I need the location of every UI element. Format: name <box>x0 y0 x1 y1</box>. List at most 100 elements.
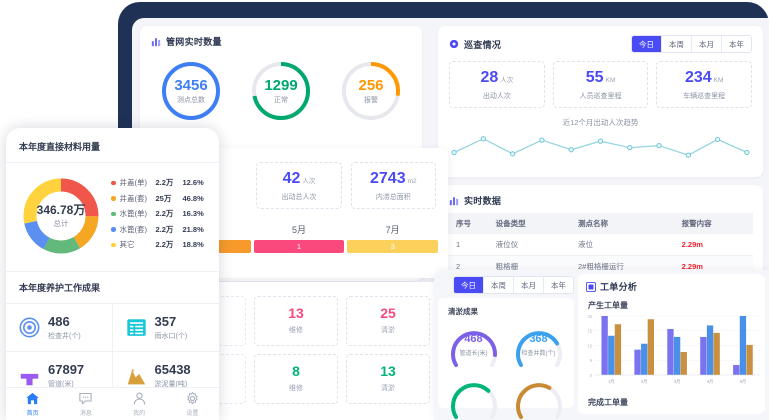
nav-item-user[interactable]: 我的 <box>113 391 166 417</box>
stat-flood-area-unit: m2 <box>407 178 417 185</box>
patrol-card: 巡查情况 今日 本周 本月 本年 28 人次 出动人次 55 KM 人员巡查里程 <box>438 26 763 177</box>
maintenance-value: 357 <box>154 313 177 329</box>
legend-item: 其它 2.2万 18.8% <box>111 239 211 250</box>
flood-stat-row: 42 人次 出动总人次 2743 m2 内涝总面积 <box>150 148 448 217</box>
table-row[interactable]: 1 液位仪 液位 2.29m <box>448 234 753 256</box>
alarm-table-header-row: 序号 设备类型 测点名称 报警内容 <box>448 213 753 234</box>
legend-name: 水篦(套) <box>119 224 148 234</box>
gauge-fourth <box>511 373 567 420</box>
tab-year[interactable]: 本年 <box>722 36 751 52</box>
month-label: 5月 <box>292 225 307 235</box>
legend-name: 水篦(单) <box>119 209 148 219</box>
svg-text:15: 15 <box>588 329 593 334</box>
tab-today-2[interactable]: 今日 <box>454 277 484 293</box>
maintenance-caption: 淤泥量(吨) <box>154 381 188 388</box>
repair-caption: 维修 <box>289 327 303 334</box>
col-device-type: 设备类型 <box>487 213 570 234</box>
grid-icon <box>586 281 596 292</box>
month-bar-value[interactable]: 3 <box>347 240 439 253</box>
stat-dispatch-count: 28 人次 出动人次 <box>449 61 545 108</box>
patrol-card-header: 巡查情况 今日 本周 本月 本年 <box>438 26 763 59</box>
maintenance-item-pipe[interactable]: 67897 管道(米) <box>6 352 113 400</box>
maintenance-caption: 管道(米) <box>48 381 74 388</box>
svg-text:10: 10 <box>588 343 593 348</box>
legend-dot <box>111 211 116 216</box>
nav-item-settings[interactable]: 设置 <box>166 391 219 417</box>
patrol-time-tabs[interactable]: 今日 本周 本月 本年 <box>631 35 752 53</box>
target-icon <box>19 317 40 338</box>
nav-label-home: 首页 <box>26 411 39 417</box>
gauge-manhole-value: 368 <box>529 333 548 345</box>
legend-value: 2.2万 <box>155 240 174 250</box>
trend-chart <box>438 130 763 177</box>
month-label: 7月 <box>385 225 400 235</box>
stat-flood-area-caption: 内涝总面积 <box>375 194 411 201</box>
legend-pct: 21.8% <box>182 224 204 234</box>
order-chart-subtitle-bottom: 完成工单量 <box>588 398 628 407</box>
gauge-third <box>446 373 502 420</box>
svg-text:2月: 2月 <box>641 379 647 385</box>
legend-dot <box>111 196 116 201</box>
maintenance-caption: 雨水口(个) <box>154 332 188 340</box>
dredge-cell-13[interactable]: 13 清淤 <box>346 354 430 404</box>
legend-pct: 16.3% <box>182 209 204 219</box>
gauge-grid: 468 管道长(米) 368 检查井数(个) <box>442 321 570 420</box>
repair-cell-8[interactable]: 8 维修 <box>254 354 338 404</box>
maintenance-value: 486 <box>48 313 70 329</box>
month-bar-value[interactable]: 1 <box>253 240 345 253</box>
tab-month-2[interactable]: 本月 <box>514 277 544 293</box>
stat-person-value: 55 <box>585 69 604 86</box>
maintenance-item-sludge[interactable]: 65438 淤泥量(吨) <box>113 352 220 400</box>
repair-value: 13 <box>288 305 304 321</box>
dredge-time-tabs[interactable]: 今日 本周 本月 本年 <box>434 270 574 298</box>
patrol-stat-row: 28 人次 出动人次 55 KM 人员巡查里程 234 KM 车辆巡查里程 <box>438 59 763 116</box>
material-donut: 346.78万 总计 <box>18 173 104 259</box>
tab-week-2[interactable]: 本周 <box>484 277 514 293</box>
legend-dot <box>111 227 116 232</box>
legend-pct: 46.8% <box>182 193 204 203</box>
gauge-manhole-caption: 检查井数(个) <box>521 351 556 357</box>
tab-year-2[interactable]: 本年 <box>544 277 573 293</box>
alarm-card-header: 实时数据 <box>438 185 763 213</box>
nav-item-home[interactable]: 首页 <box>6 391 59 417</box>
donut-total-value: 3456 <box>174 76 208 94</box>
order-card-title: 工单分析 <box>600 282 638 292</box>
maintenance-item-manhole[interactable]: 486 检查井(个) <box>6 304 113 352</box>
mobile-card: 本年度直接材料用量 346.78万 总计 井盖(单) 2.2万 12.6% <box>6 128 219 420</box>
dredge-gauges-column: 今日 本周 本月 本年 清淤成果 468 管道长(米) <box>434 270 574 420</box>
stat-total-dispatch-value: 42 <box>282 170 301 187</box>
legend-name: 井盖(单) <box>119 178 148 188</box>
tab-today[interactable]: 今日 <box>632 36 662 52</box>
table-icon <box>126 319 146 336</box>
svg-text:5: 5 <box>590 358 593 363</box>
maintenance-value: 67897 <box>48 362 85 377</box>
gauge-pipe-caption: 管道长(米) <box>459 351 488 357</box>
stat-dispatch-unit: 人次 <box>500 77 514 84</box>
maintenance-card-title: 本年度养护工作成果 <box>6 271 219 304</box>
order-analysis-column: 工单分析 产生工单量 0 5 10 15 20 1月 2月 3月 4月 5月 完成工单量 <box>574 270 769 420</box>
order-card-header: 工单分析 <box>578 274 765 295</box>
maintenance-item-inlet[interactable]: 357 雨水口(个) <box>112 304 219 352</box>
stat-vehicle-caption: 车辆巡查里程 <box>683 93 726 100</box>
donut-alarm-label: 报警 <box>364 96 378 104</box>
nav-label-settings: 设置 <box>186 411 199 417</box>
donut-total: 3456 测点总数 <box>158 58 224 124</box>
col-index: 序号 <box>448 213 488 234</box>
svg-text:4月: 4月 <box>707 379 713 385</box>
legend-name: 井盖(套) <box>119 193 148 203</box>
nav-item-message[interactable]: 消息 <box>59 391 112 417</box>
tab-month[interactable]: 本月 <box>692 36 722 52</box>
tab-week[interactable]: 本周 <box>662 36 692 52</box>
material-donut-label: 总计 <box>53 218 69 228</box>
repair-cell-13[interactable]: 13 维修 <box>254 296 338 346</box>
col-point-name: 测点名称 <box>569 213 674 234</box>
dredge-caption: 清淤 <box>381 327 395 334</box>
alarm-card-title: 实时数据 <box>464 196 502 206</box>
trend-caption: 近12个月出动人次趋势 <box>562 118 639 127</box>
dredge-cell-25[interactable]: 25 清淤 <box>346 296 430 346</box>
dredge-value: 25 <box>380 305 396 321</box>
legend-pct: 18.8% <box>182 240 204 250</box>
dredge-gauge-card: 清淤成果 468 管道长(米) <box>438 298 574 419</box>
dredge-gauge-title: 清淤成果 <box>448 307 478 316</box>
user-icon <box>133 392 145 405</box>
